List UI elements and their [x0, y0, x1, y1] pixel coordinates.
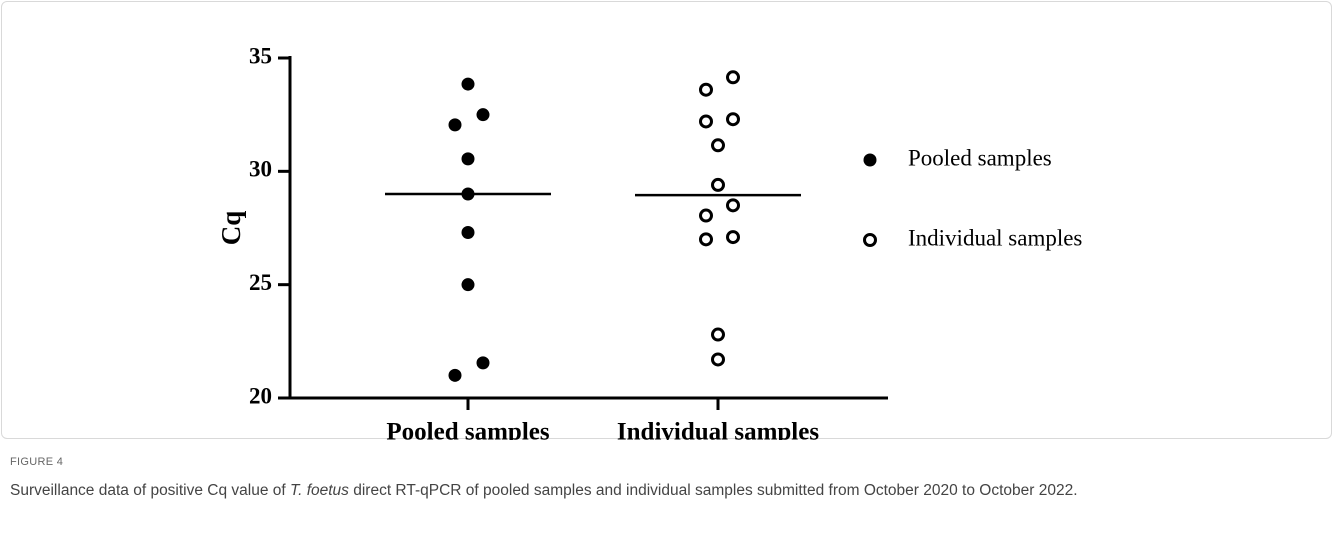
- data-point: [448, 368, 462, 382]
- caption-species: T. foetus: [290, 482, 349, 499]
- y-tick-label: 25: [249, 270, 272, 295]
- y-tick-label: 30: [249, 157, 272, 182]
- chart: Cq 20 25 30 35 Pooled samples Individual samp…: [216, 43, 1082, 440]
- data-point: [711, 327, 725, 342]
- data-point: [461, 278, 475, 292]
- y-tick-label: 35: [249, 43, 272, 68]
- data-point: [461, 226, 475, 240]
- data-point: [726, 112, 740, 127]
- data-point: [726, 70, 740, 85]
- data-point: [699, 232, 713, 247]
- data-point: [476, 356, 490, 370]
- figure-caption: Surveillance data of positive Cq value o…: [10, 479, 1290, 502]
- legend-marker: [863, 233, 877, 247]
- legend-label: Individual samples: [908, 225, 1082, 250]
- x-tick-label: Individual samples: [617, 419, 819, 440]
- data-point: [711, 177, 725, 192]
- data-point: [711, 352, 725, 367]
- data-point: [461, 77, 475, 91]
- caption-text: direct RT-qPCR of pooled samples and ind…: [348, 482, 1078, 499]
- data-point: [699, 82, 713, 97]
- data-point: [726, 230, 740, 245]
- data-point: [726, 198, 740, 213]
- caption-text: Surveillance data of positive Cq value o…: [10, 482, 291, 499]
- figure-frame: [1, 1, 1332, 439]
- data-point: [699, 114, 713, 129]
- figure-label: FIGURE 4: [10, 456, 64, 468]
- x-tick-label: Pooled samples: [386, 419, 549, 440]
- data-point: [699, 208, 713, 223]
- data-point: [448, 118, 462, 132]
- y-axis-label: Cq: [216, 211, 246, 246]
- data-point: [461, 152, 475, 166]
- data-point: [476, 108, 490, 122]
- data-point: [711, 138, 725, 153]
- legend-marker: [863, 153, 877, 167]
- y-tick-label: 20: [249, 383, 272, 408]
- legend-label: Pooled samples: [908, 145, 1052, 170]
- data-point: [461, 187, 475, 201]
